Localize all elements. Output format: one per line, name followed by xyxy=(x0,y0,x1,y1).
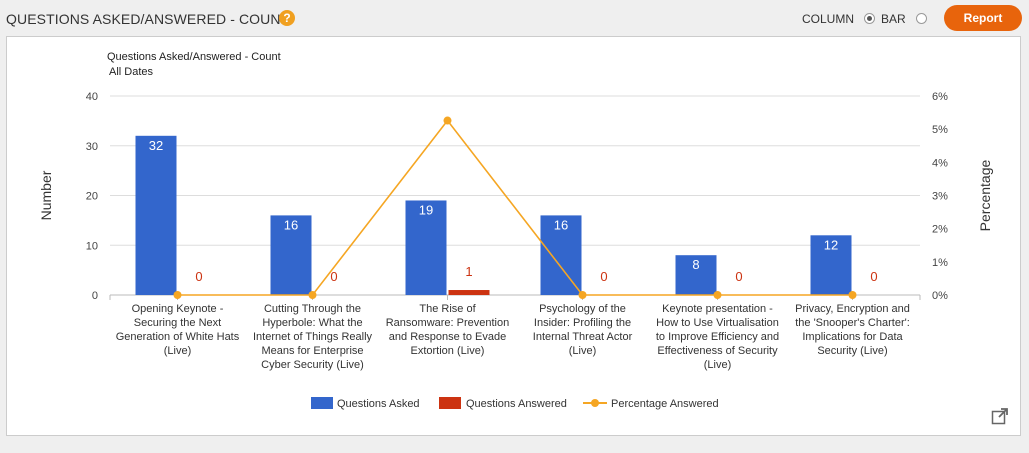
page-title: QUESTIONS ASKED/ANSWERED - COUNT xyxy=(6,11,290,27)
help-icon[interactable]: ? xyxy=(279,10,295,26)
chart-title: Questions Asked/Answered - Count xyxy=(107,51,281,63)
report-button[interactable]: Report xyxy=(944,5,1022,31)
chart-panel xyxy=(6,36,1021,436)
column-toggle-label: COLUMN xyxy=(802,12,855,26)
column-radio[interactable] xyxy=(864,13,875,24)
bar-radio[interactable] xyxy=(916,13,927,24)
bar-toggle-label: BAR xyxy=(881,12,906,26)
popout-icon[interactable] xyxy=(991,407,1009,425)
chart-subtitle: All Dates xyxy=(109,66,154,78)
header: QUESTIONS ASKED/ANSWERED - COUNT ? COLUM… xyxy=(0,0,1029,36)
